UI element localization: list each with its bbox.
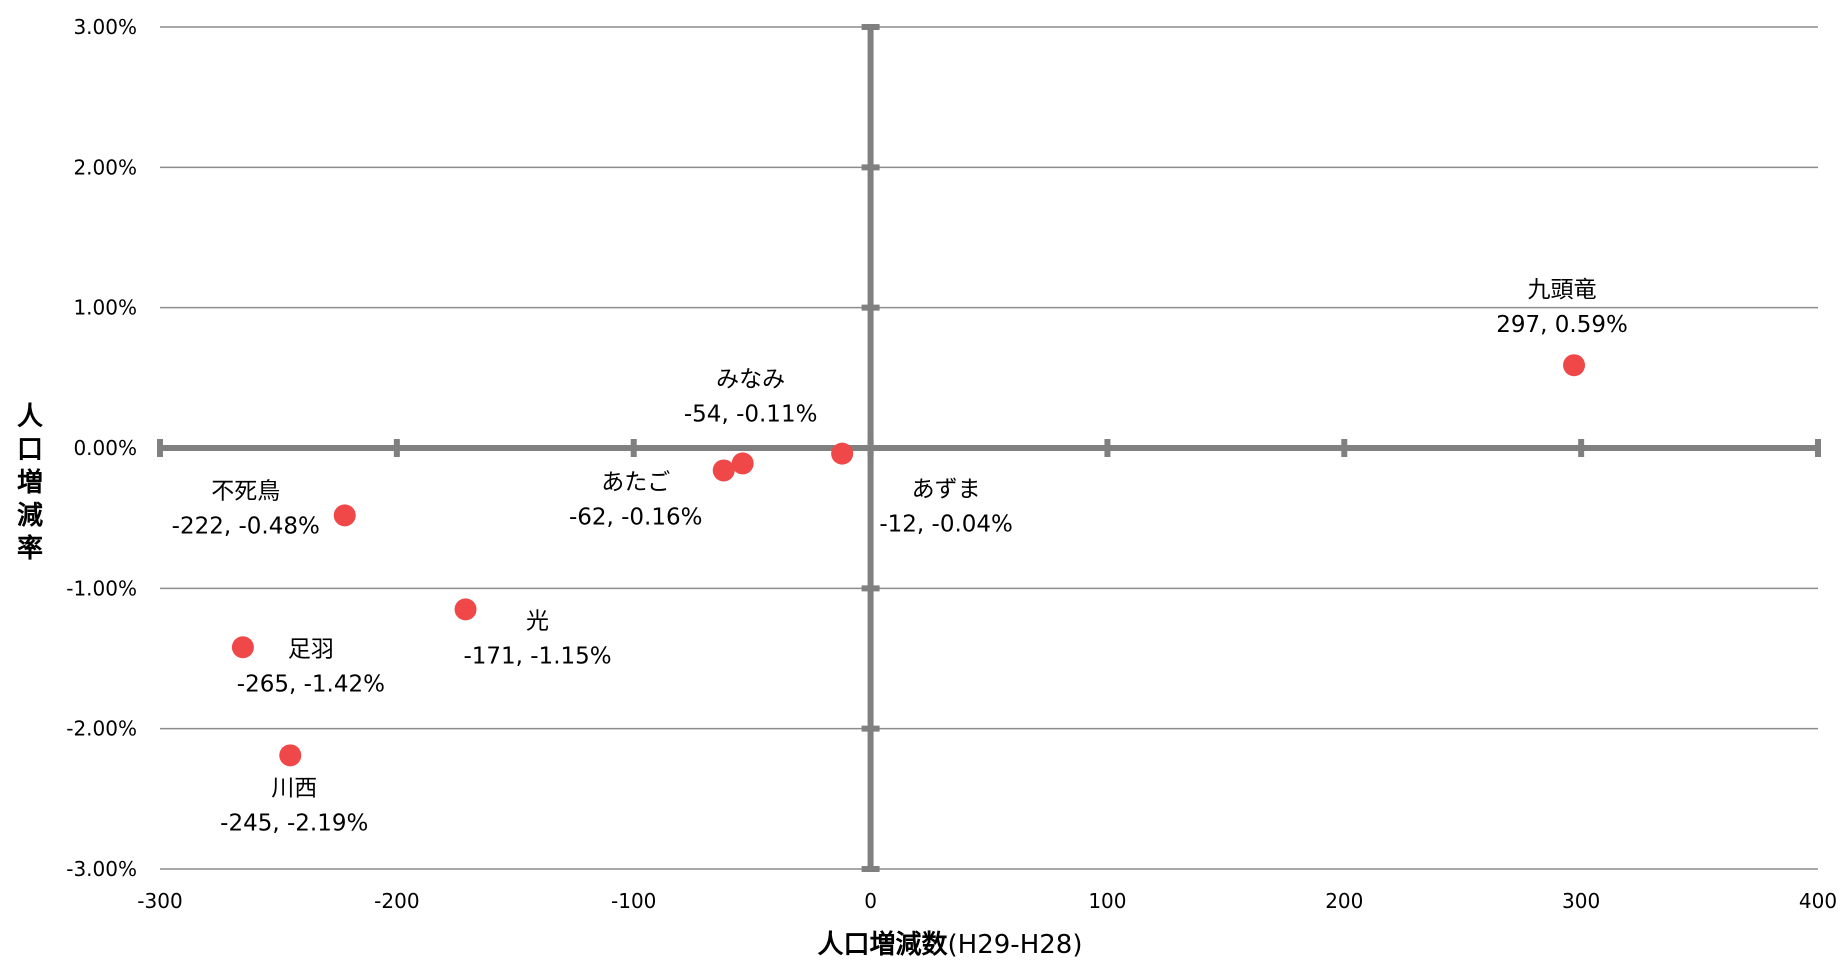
point-name-label: 不死鳥 xyxy=(211,478,280,504)
scatter-point xyxy=(279,744,302,767)
point-name-label: あたご xyxy=(601,469,670,495)
point-value-label: -265, -1.42% xyxy=(237,671,385,697)
x-axis-title: 人口増減数(H29-H28) xyxy=(818,930,1083,960)
point-name-label: 九頭竜 xyxy=(1528,277,1597,303)
x-tick-label: 0 xyxy=(864,889,877,913)
point-value-label: -62, -0.16% xyxy=(569,504,703,530)
x-tick-label: 300 xyxy=(1562,889,1600,913)
y-tick-label: 0.00% xyxy=(73,436,137,460)
y-tick-label: 1.00% xyxy=(73,296,137,320)
point-name-label: 川西 xyxy=(271,775,317,801)
x-tick-label: 400 xyxy=(1799,889,1837,913)
y-axis-title: 人口増減率 xyxy=(17,402,43,564)
y-tick-label: 2.00% xyxy=(73,155,137,179)
scatter-point xyxy=(712,459,735,482)
x-tick-label: -300 xyxy=(137,889,182,913)
x-tick-label: 100 xyxy=(1088,889,1126,913)
point-value-label: -12, -0.04% xyxy=(879,512,1013,538)
x-tick-label: -100 xyxy=(611,889,656,913)
y-tick-label: -2.00% xyxy=(66,717,137,741)
point-labels: 九頭竜 297, 0.59% みなみ -54, -0.11% あたご -62, -0.16… xyxy=(172,277,1628,836)
scatter-point xyxy=(333,504,356,527)
scatter-point xyxy=(1563,354,1586,377)
data-points xyxy=(231,354,1586,767)
point-name-label: みなみ xyxy=(716,366,785,392)
y-tick-label: 3.00% xyxy=(73,15,137,39)
y-tick-label: -3.00% xyxy=(66,857,137,881)
scatter-point xyxy=(831,442,854,465)
scatter-point xyxy=(454,598,477,621)
x-tick-label: -200 xyxy=(374,889,419,913)
scatter-point xyxy=(731,452,754,475)
point-name-label: 光 xyxy=(526,608,549,634)
y-tick-label: -1.00% xyxy=(66,576,137,600)
point-name-label: 足羽 xyxy=(288,636,334,662)
scatter-point xyxy=(231,636,254,659)
point-value-label: -171, -1.15% xyxy=(463,643,611,669)
axes xyxy=(157,24,1821,872)
point-name-label: あずま xyxy=(912,477,981,503)
point-value-label: -222, -0.48% xyxy=(172,513,320,539)
point-value-label: 297, 0.59% xyxy=(1496,312,1628,338)
tick-labels: -3.00% -2.00% -1.00% 0.00% 1.00% 2.00% 3.00% -3… xyxy=(66,15,1837,913)
point-value-label: -245, -2.19% xyxy=(220,810,368,836)
point-value-label: -54, -0.11% xyxy=(684,401,818,427)
gridlines xyxy=(160,26,1818,870)
x-tick-label: 200 xyxy=(1325,889,1363,913)
